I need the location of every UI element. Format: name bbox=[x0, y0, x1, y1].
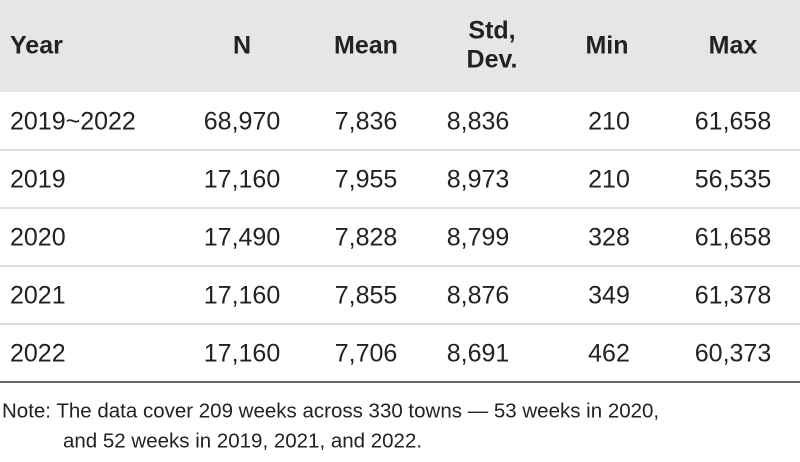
table-cell: 17,160 bbox=[204, 166, 280, 194]
table-cell: 462 bbox=[588, 340, 630, 368]
table-cell: 17,160 bbox=[204, 282, 280, 310]
table-cell: 7,836 bbox=[335, 108, 398, 136]
table-cell: 349 bbox=[588, 282, 630, 310]
table-cell: 61,658 bbox=[695, 108, 771, 136]
table-cell: 328 bbox=[588, 224, 630, 252]
header-cell: Std, bbox=[468, 17, 515, 45]
note-line: Note: The data cover 209 weeks across 33… bbox=[2, 399, 659, 422]
table-cell: 8,799 bbox=[447, 224, 510, 252]
header-cell: Dev. bbox=[467, 46, 518, 74]
table-cell: 2020 bbox=[10, 224, 66, 252]
table-cell: 2021 bbox=[10, 282, 66, 310]
header-cell: Year bbox=[10, 32, 63, 60]
table-cell: 2019~2022 bbox=[10, 108, 136, 136]
table-cell: 17,490 bbox=[204, 224, 280, 252]
header-cell: N bbox=[233, 32, 251, 60]
table-cell: 7,955 bbox=[335, 166, 398, 194]
table-cell: 68,970 bbox=[204, 108, 280, 136]
table-cell: 61,658 bbox=[695, 224, 771, 252]
table-cell: 7,855 bbox=[335, 282, 398, 310]
table-cell: 8,691 bbox=[447, 340, 510, 368]
table-cell: 2022 bbox=[10, 340, 66, 368]
table-cell: 8,836 bbox=[447, 108, 510, 136]
table-cell: 17,160 bbox=[204, 340, 280, 368]
header-cell: Mean bbox=[334, 32, 398, 60]
table-cell: 7,828 bbox=[335, 224, 398, 252]
table-cell: 56,535 bbox=[695, 166, 771, 194]
table-cell: 8,876 bbox=[447, 282, 510, 310]
table-cell: 210 bbox=[588, 166, 630, 194]
note-line: and 52 weeks in 2019, 2021, and 2022. bbox=[63, 429, 422, 452]
table-cell: 2019 bbox=[10, 166, 66, 194]
table-cell: 210 bbox=[588, 108, 630, 136]
table-cell: 61,378 bbox=[695, 282, 771, 310]
table-cell: 8,973 bbox=[447, 166, 510, 194]
header-background bbox=[0, 0, 800, 92]
header-cell: Max bbox=[709, 32, 758, 60]
table-cell: 7,706 bbox=[335, 340, 398, 368]
table-cell: 60,373 bbox=[695, 340, 771, 368]
header-cell: Min bbox=[585, 32, 628, 60]
